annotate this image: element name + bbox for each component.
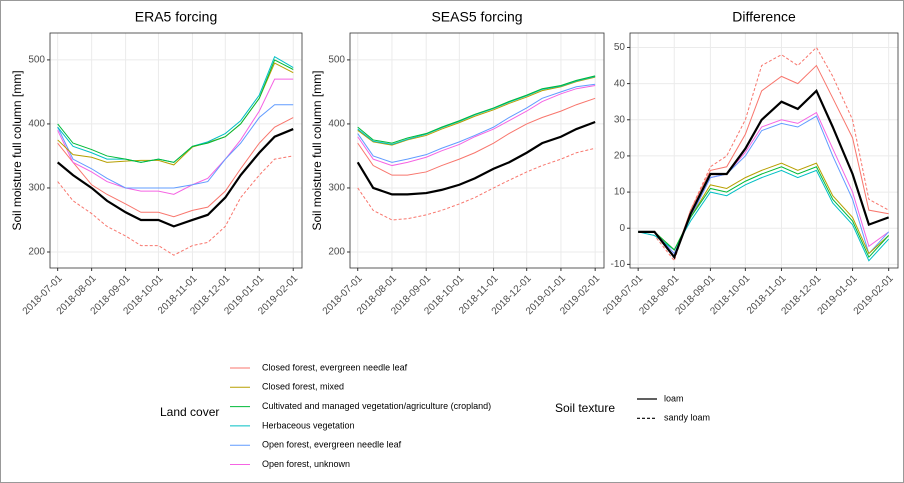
y-tick-label: 40: [614, 78, 626, 89]
panel-title: SEAS5 forcing: [431, 9, 522, 25]
series-line: [56, 128, 294, 228]
legend-title: Land cover: [160, 405, 219, 419]
y-tick-label: 200: [328, 247, 345, 258]
series-line: [638, 88, 890, 260]
y-tick-label: 300: [328, 183, 345, 194]
y-tick-label: 30: [614, 114, 626, 125]
series-line: [356, 120, 596, 196]
y-axis-label: Soil moisture full column [mm]: [10, 70, 24, 230]
series-line: [357, 85, 596, 167]
legend-label: loam: [664, 393, 684, 403]
series-line: [57, 117, 294, 218]
y-tick-label: 50: [614, 42, 626, 53]
y-tick-label: 300: [28, 183, 45, 194]
panel-title: Difference: [732, 9, 796, 25]
legend-label: Closed forest, evergreen needle leaf: [262, 362, 408, 372]
legend-label: Open forest, evergreen needle leaf: [262, 440, 402, 450]
series-line: [357, 97, 596, 176]
series-line: [357, 75, 596, 144]
legend-title: Soil texture: [555, 401, 615, 415]
series-line: [638, 166, 890, 259]
series-line: [57, 104, 294, 189]
legend-label: Cultivated and managed vegetation/agricu…: [262, 401, 491, 411]
series-line: [357, 76, 596, 146]
series-line: [57, 59, 294, 163]
y-tick-label: 500: [328, 55, 345, 66]
panel-border: [629, 32, 899, 269]
panel-title: ERA5 forcing: [135, 9, 217, 25]
series-line: [57, 155, 294, 256]
y-tick-label: -10: [611, 259, 626, 270]
y-tick-label: 200: [28, 247, 45, 258]
y-tick-label: 10: [614, 187, 626, 198]
y-tick-label: 500: [28, 55, 45, 66]
series-line: [57, 78, 294, 195]
legend-label: Herbaceous vegetation: [262, 420, 355, 430]
y-tick-label: 20: [614, 151, 626, 162]
legend-label: sandy loam: [664, 413, 710, 423]
panel-border: [349, 32, 605, 269]
series-line: [357, 83, 596, 163]
series-line: [357, 76, 596, 145]
legend-label: Closed forest, mixed: [262, 382, 344, 392]
y-axis-label: Soil moisture full column [mm]: [310, 70, 324, 230]
y-tick-label: 400: [28, 119, 45, 130]
series-line: [357, 147, 596, 221]
y-tick-label: 400: [328, 119, 345, 130]
y-tick-label: 0: [619, 223, 625, 234]
panel-border: [49, 32, 303, 269]
legend-label: Open forest, unknown: [262, 459, 350, 469]
